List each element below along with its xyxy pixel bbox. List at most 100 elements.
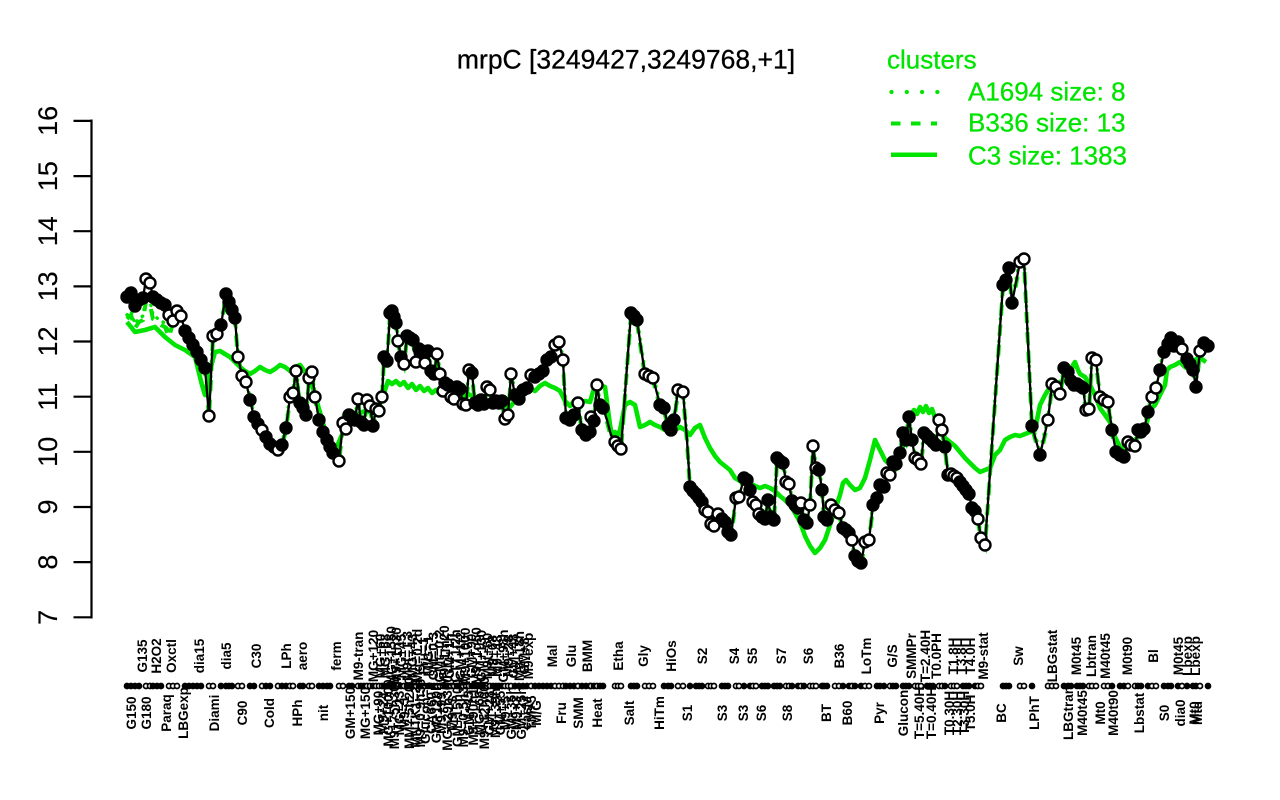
svg-text:Mt0: Mt0 — [1187, 701, 1202, 724]
svg-text:Lbtran: Lbtran — [1084, 635, 1099, 677]
svg-text:9: 9 — [33, 499, 63, 514]
svg-text:M9+3: M9+3 — [509, 695, 524, 730]
svg-text:HiOs: HiOs — [664, 640, 679, 672]
svg-text:G180: G180 — [139, 696, 154, 729]
svg-text:MG+60: MG+60 — [373, 634, 388, 679]
svg-text:T=0.40H: T=0.40H — [924, 687, 939, 739]
svg-text:M9+24: M9+24 — [376, 692, 391, 734]
svg-text:Mt0: Mt0 — [1093, 701, 1108, 724]
svg-text:casM: casM — [519, 696, 534, 730]
svg-text:Glucon=1: Glucon=1 — [418, 682, 433, 744]
svg-text:T=5.40H: T=5.40H — [912, 687, 927, 739]
svg-text:M0t45: M0t45 — [1069, 636, 1084, 675]
svg-text:M/G: M/G — [529, 700, 544, 726]
svg-text:B36: B36 — [832, 643, 847, 668]
svg-text:M9+99: M9+99 — [434, 692, 449, 734]
svg-text:GM+150: GM+150 — [343, 687, 358, 739]
svg-text:B60: B60 — [840, 701, 855, 726]
svg-text:dia5: dia5 — [219, 642, 234, 670]
svg-text:S0: S0 — [1157, 705, 1172, 722]
svg-text:GM+28: GM+28 — [482, 690, 497, 735]
svg-text:MG+1550: MG+1550 — [384, 626, 399, 686]
svg-text:M40t90: M40t90 — [1106, 690, 1121, 736]
svg-text:HiTm: HiTm — [652, 696, 667, 730]
svg-text:S5: S5 — [745, 647, 760, 664]
svg-text:S6: S6 — [801, 647, 816, 664]
svg-text:C30: C30 — [249, 644, 264, 669]
svg-text:M9+48: M9+48 — [490, 635, 505, 677]
svg-text:M9+28: M9+28 — [501, 635, 516, 677]
svg-text:S1: S1 — [680, 704, 695, 721]
svg-text:MG+150: MG+150 — [358, 687, 373, 739]
svg-text:MG+23: MG+23 — [392, 690, 407, 735]
svg-text:GM+120h: GM+120h — [429, 683, 444, 743]
svg-text:M9t+60: M9t+60 — [480, 633, 495, 679]
svg-text:GM+1/2: GM+1/2 — [453, 632, 468, 680]
svg-text:M9+1g50: M9+1g50 — [469, 627, 484, 684]
svg-text:MG+90: MG+90 — [371, 691, 386, 736]
svg-text:MG+29h300: MG+29h300 — [440, 675, 455, 750]
svg-text:HPh: HPh — [290, 700, 305, 727]
svg-text:M9+5: M9+5 — [498, 695, 513, 730]
svg-text:LoTm: LoTm — [859, 638, 874, 675]
svg-text:S6: S6 — [754, 704, 769, 721]
svg-text:8: 8 — [33, 555, 63, 570]
svg-text:T1.8H: T1.8H — [946, 638, 961, 675]
svg-text:S2: S2 — [695, 648, 710, 665]
svg-text:dia15: dia15 — [192, 638, 207, 673]
svg-text:S8: S8 — [780, 704, 795, 721]
svg-text:G/S: G/S — [885, 644, 900, 667]
svg-text:Salt: Salt — [622, 700, 637, 725]
svg-text:Glucon: Glucon — [896, 690, 911, 737]
svg-text:12: 12 — [33, 326, 63, 356]
svg-text:Heat: Heat — [590, 698, 605, 728]
svg-text:M9+S: M9+S — [445, 695, 460, 731]
svg-text:M0t90: M0t90 — [1120, 637, 1135, 675]
svg-text:15: 15 — [33, 161, 63, 191]
svg-text:S4: S4 — [727, 647, 742, 664]
svg-text:M9-stat: M9-stat — [976, 632, 991, 680]
svg-text:T5.0H: T5.0H — [963, 695, 978, 732]
svg-text:Bl: Bl — [1146, 649, 1161, 663]
svg-text:M9=1: M9=1 — [397, 695, 412, 730]
svg-text:LPhT: LPhT — [1027, 695, 1042, 729]
svg-text:Lbstat: Lbstat — [1132, 692, 1147, 733]
svg-text:M9-tran: M9-tran — [351, 632, 366, 681]
svg-text:GM+90: GM+90 — [464, 634, 479, 679]
svg-text:Pyr: Pyr — [872, 701, 887, 724]
svg-text:T0.0PH: T0.0PH — [929, 633, 944, 679]
svg-text:M40t45: M40t45 — [1075, 690, 1090, 736]
svg-text:MG+10000: MG+10000 — [381, 679, 396, 746]
svg-text:Sw: Sw — [1011, 646, 1026, 666]
svg-text:M40t45: M40t45 — [1098, 633, 1113, 679]
svg-text:SMMPr: SMMPr — [904, 632, 919, 679]
svg-text:M9+18h: M9+18h — [512, 631, 527, 681]
svg-text:T2.30H: T2.30H — [950, 691, 965, 735]
svg-text:GM=0.3: GM=0.3 — [426, 631, 441, 680]
svg-text:Glu: Glu — [564, 645, 579, 668]
svg-text:C90: C90 — [235, 701, 250, 726]
svg-text:S3: S3 — [736, 704, 751, 721]
svg-text:MM7.5h200: MM7.5h200 — [402, 677, 417, 749]
svg-text:GMt=0.2: GMt=0.2 — [432, 630, 447, 683]
svg-text:A1694 size: 8: A1694 size: 8 — [968, 77, 1126, 107]
svg-text:Mtd: Mtd — [1190, 701, 1205, 725]
svg-text:MG+66: MG+66 — [472, 690, 487, 735]
svg-text:M9=0.9h30: M9=0.9h30 — [413, 679, 428, 748]
svg-text:LBGstat: LBGstat — [1045, 629, 1060, 682]
svg-text:ferm: ferm — [329, 641, 344, 670]
svg-text:G135: G135 — [135, 639, 150, 673]
svg-text:M0t45: M0t45 — [1171, 636, 1186, 675]
svg-text:Gly: Gly — [636, 645, 651, 667]
svg-text:H2O2: H2O2 — [149, 638, 164, 673]
svg-text:M9+90h15: M9+90h15 — [466, 680, 481, 745]
svg-text:C3 size: 1383: C3 size: 1383 — [968, 141, 1127, 171]
svg-text:11: 11 — [33, 383, 63, 411]
svg-text:T0.30H: T0.30H — [942, 691, 957, 735]
svg-text:aero: aero — [295, 642, 310, 671]
svg-text:GM+45: GM+45 — [461, 690, 476, 735]
svg-text:Diami: Diami — [207, 695, 222, 732]
svg-text:Fru=1: Fru=1 — [416, 637, 431, 675]
svg-text:16: 16 — [33, 106, 63, 136]
svg-text:clusters: clusters — [887, 45, 977, 75]
